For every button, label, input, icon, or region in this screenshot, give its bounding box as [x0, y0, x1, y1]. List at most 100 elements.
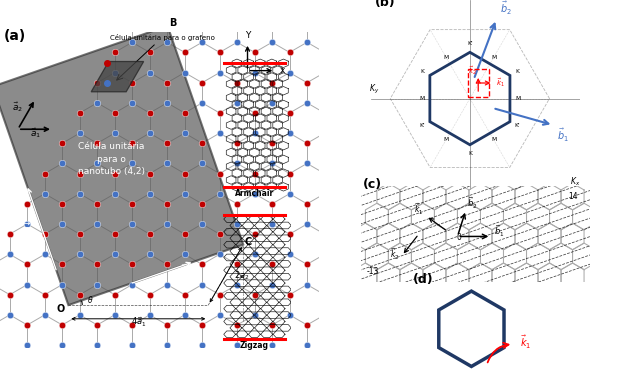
Text: (b): (b) [375, 0, 396, 9]
Point [267, 100, 277, 106]
Point [459, 130, 470, 136]
Point [250, 171, 260, 177]
Text: K: K [515, 69, 519, 74]
Text: M: M [420, 96, 425, 101]
Point [250, 292, 260, 298]
Point [547, 19, 557, 25]
Point [302, 19, 312, 25]
Text: $K_x$: $K_x$ [570, 176, 581, 188]
Point [102, 80, 112, 86]
Point [4, 312, 15, 318]
Point [22, 342, 32, 348]
Point [442, 80, 452, 86]
Point [109, 292, 119, 298]
Point [145, 312, 155, 318]
Point [477, 140, 487, 146]
Point [197, 160, 207, 166]
Point [214, 130, 224, 136]
Point [389, 130, 399, 136]
Point [355, 312, 365, 318]
Point [425, 231, 435, 237]
Point [564, 49, 574, 55]
Point [459, 171, 470, 177]
Text: Y: Y [245, 31, 250, 40]
Point [337, 221, 347, 227]
Point [442, 160, 452, 166]
Point [530, 70, 540, 76]
Text: $\vec{k}_1$: $\vec{k}_1$ [520, 334, 532, 351]
Text: $\vec{b}_2$: $\vec{b}_2$ [500, 0, 512, 17]
Point [407, 80, 417, 86]
Text: $\theta$: $\theta$ [87, 293, 94, 304]
Point [267, 80, 277, 86]
Point [302, 39, 312, 45]
Point [547, 39, 557, 45]
Point [162, 221, 172, 227]
Point [425, 171, 435, 177]
Text: $\vec{k}_2$: $\vec{k}_2$ [390, 246, 399, 262]
Point [162, 140, 172, 146]
Point [337, 322, 347, 328]
Point [197, 201, 207, 207]
Point [145, 231, 155, 237]
Point [284, 70, 295, 76]
Point [337, 19, 347, 25]
Text: M: M [491, 137, 496, 142]
Point [197, 342, 207, 348]
Point [162, 342, 172, 348]
Point [250, 110, 260, 116]
Point [337, 160, 347, 166]
Point [284, 49, 295, 55]
Point [355, 49, 365, 55]
Point [179, 110, 190, 116]
Point [442, 100, 452, 106]
Text: Célula unitária
para o
nanotubo (4,2): Célula unitária para o nanotubo (4,2) [78, 142, 145, 176]
Point [92, 262, 102, 268]
Point [179, 312, 190, 318]
Point [389, 312, 399, 318]
Point [232, 342, 242, 348]
Point [22, 282, 32, 288]
Point [512, 19, 522, 25]
Point [319, 251, 329, 257]
Point [162, 39, 172, 45]
Point [530, 9, 540, 15]
Point [477, 100, 487, 106]
Text: $\vec{k}_2$: $\vec{k}_2$ [468, 64, 477, 77]
Point [40, 251, 50, 257]
Point [512, 100, 522, 106]
Point [389, 191, 399, 197]
Point [145, 292, 155, 298]
Point [197, 262, 207, 268]
Point [75, 110, 85, 116]
Point [127, 221, 137, 227]
Point [145, 49, 155, 55]
Point [267, 160, 277, 166]
Point [232, 262, 242, 268]
Point [337, 282, 347, 288]
Point [109, 191, 119, 197]
Point [214, 251, 224, 257]
Point [232, 39, 242, 45]
Point [109, 251, 119, 257]
Point [267, 201, 277, 207]
Point [92, 100, 102, 106]
Point [284, 251, 295, 257]
Point [389, 171, 399, 177]
Point [477, 221, 487, 227]
Point [57, 221, 67, 227]
Point [547, 100, 557, 106]
Point [302, 160, 312, 166]
Text: $4\vec{a}_1$: $4\vec{a}_1$ [130, 316, 146, 329]
Point [40, 312, 50, 318]
Point [127, 322, 137, 328]
Point [372, 160, 382, 166]
Text: $\vec{k}_1$: $\vec{k}_1$ [414, 202, 423, 217]
Point [179, 191, 190, 197]
Point [372, 100, 382, 106]
Point [284, 191, 295, 197]
Point [337, 100, 347, 106]
Point [302, 140, 312, 146]
Point [4, 231, 15, 237]
Point [372, 80, 382, 86]
